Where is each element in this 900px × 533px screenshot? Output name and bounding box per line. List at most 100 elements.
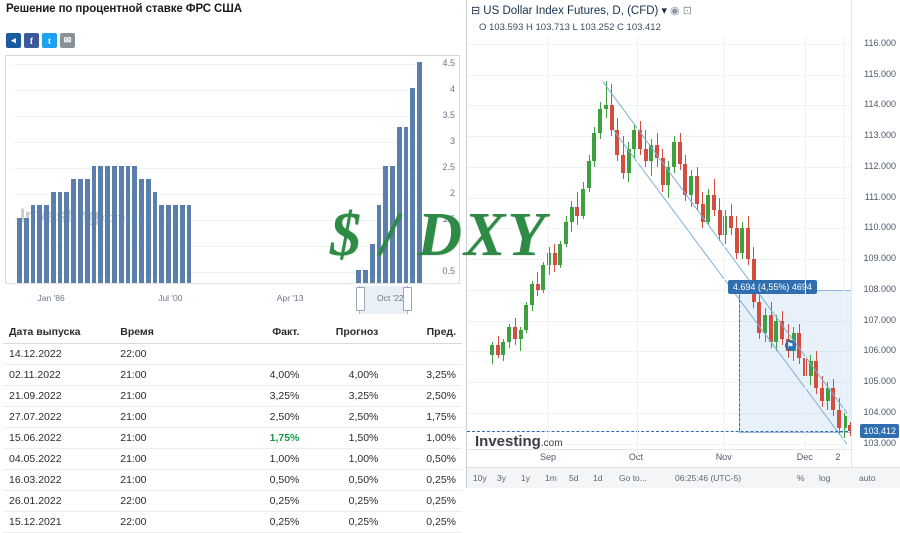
candle-body[interactable] bbox=[655, 145, 659, 158]
candle-body[interactable] bbox=[814, 360, 818, 389]
email-icon[interactable]: ✉ bbox=[60, 33, 75, 48]
bar[interactable] bbox=[50, 192, 56, 296]
auto-toggle[interactable]: auto bbox=[859, 473, 876, 483]
goto-button[interactable]: Go to... bbox=[619, 473, 647, 483]
candle-body[interactable] bbox=[848, 425, 852, 432]
bar[interactable] bbox=[152, 192, 158, 296]
candle-body[interactable] bbox=[598, 108, 602, 134]
bar[interactable] bbox=[118, 166, 124, 296]
candle-body[interactable] bbox=[826, 388, 830, 401]
candle-body[interactable] bbox=[701, 203, 705, 223]
bar[interactable] bbox=[390, 166, 395, 296]
candle-body[interactable] bbox=[553, 253, 557, 266]
bar[interactable] bbox=[71, 179, 77, 296]
log-toggle[interactable]: log bbox=[819, 473, 831, 483]
candle-body[interactable] bbox=[638, 130, 642, 149]
rate-bar-chart[interactable]: 00.511.522.533.544.5 Investing.com Jul '… bbox=[5, 55, 460, 315]
range-button-3y[interactable]: 3y bbox=[497, 473, 506, 483]
clock-readout[interactable]: 06:25:46 (UTC-5) bbox=[675, 473, 742, 483]
bar[interactable] bbox=[166, 205, 171, 296]
candle-body[interactable] bbox=[820, 388, 824, 401]
bar[interactable] bbox=[139, 179, 144, 296]
bar[interactable] bbox=[417, 62, 422, 296]
candle-body[interactable] bbox=[649, 145, 653, 161]
bar[interactable] bbox=[125, 166, 131, 296]
settings-icon[interactable]: ⊡ bbox=[682, 5, 692, 17]
candle-body[interactable] bbox=[831, 388, 835, 410]
candle-body[interactable] bbox=[746, 228, 750, 260]
table-row[interactable]: 27.07.2022 21:00 2,50% 2,50% 1,75% bbox=[3, 406, 462, 428]
price-axis[interactable]: 103.000 104.000 105.000 106.000 107.000 108.0… bbox=[851, 0, 900, 468]
candle-body[interactable] bbox=[587, 160, 591, 189]
bar[interactable] bbox=[383, 166, 389, 296]
candle-body[interactable] bbox=[718, 210, 722, 235]
share-icon[interactable]: ◂ bbox=[6, 33, 21, 48]
candle-body[interactable] bbox=[644, 148, 648, 161]
table-row[interactable]: 04.05.2022 21:00 1,00% 1,00% 0,50% bbox=[3, 448, 462, 470]
candle-body[interactable] bbox=[564, 222, 568, 244]
range-handle-right[interactable] bbox=[402, 287, 412, 311]
bar[interactable] bbox=[159, 205, 165, 296]
percent-toggle[interactable]: % bbox=[797, 473, 805, 483]
candle-body[interactable] bbox=[496, 345, 500, 355]
candle-body[interactable] bbox=[809, 360, 813, 377]
time-axis[interactable]: Sep Oct Nov Dec 2 bbox=[467, 449, 853, 466]
candle-body[interactable] bbox=[570, 206, 574, 223]
candle-body[interactable] bbox=[536, 283, 540, 290]
tradingview-chart-panel[interactable]: ⊟ US Dollar Index Futures, D, (CFD) ▾ ◉ … bbox=[466, 0, 900, 488]
candle-body[interactable] bbox=[672, 142, 676, 167]
bar[interactable] bbox=[173, 205, 178, 296]
chart-header[interactable]: ⊟ US Dollar Index Futures, D, (CFD) ▾ ◉ … bbox=[471, 4, 692, 17]
candlestick-plot-area[interactable]: 4.694 (4,55%) 4694 ⚑ bbox=[467, 36, 855, 456]
range-button-5d[interactable]: 5d bbox=[569, 473, 579, 483]
candle-body[interactable] bbox=[695, 176, 699, 204]
candle-body[interactable] bbox=[797, 333, 801, 358]
bar[interactable] bbox=[23, 218, 29, 296]
candle-body[interactable] bbox=[757, 302, 761, 333]
candle-body[interactable] bbox=[592, 133, 596, 161]
candle-body[interactable] bbox=[661, 157, 665, 186]
candle-body[interactable] bbox=[683, 163, 687, 195]
bar[interactable] bbox=[30, 205, 36, 296]
bar[interactable] bbox=[179, 205, 185, 296]
candle-body[interactable] bbox=[740, 228, 744, 254]
bar[interactable] bbox=[64, 192, 70, 296]
candle-body[interactable] bbox=[501, 342, 505, 355]
bar[interactable] bbox=[410, 88, 416, 296]
range-button-1d[interactable]: 1d bbox=[593, 473, 603, 483]
candle-body[interactable] bbox=[735, 228, 739, 254]
bar[interactable] bbox=[111, 166, 117, 296]
candle-body[interactable] bbox=[615, 130, 619, 155]
bar[interactable] bbox=[84, 179, 90, 296]
chevron-down-icon[interactable]: ▾ bbox=[661, 5, 667, 17]
candle-body[interactable] bbox=[627, 148, 631, 174]
candle-body[interactable] bbox=[519, 329, 523, 340]
bar[interactable] bbox=[403, 127, 409, 296]
symbol-label[interactable]: US Dollar Index Futures, D, (CFD) bbox=[483, 5, 659, 17]
bar[interactable] bbox=[376, 205, 382, 296]
bar[interactable] bbox=[57, 192, 63, 296]
candle-body[interactable] bbox=[575, 206, 579, 217]
candle-body[interactable] bbox=[689, 176, 693, 195]
bar[interactable] bbox=[145, 179, 151, 296]
bar[interactable] bbox=[37, 205, 43, 296]
candle-body[interactable] bbox=[490, 345, 494, 355]
bar[interactable] bbox=[132, 166, 138, 296]
candle-body[interactable] bbox=[837, 409, 841, 429]
table-row[interactable]: 16.03.2022 21:00 0,50% 0,50% 0,25% bbox=[3, 469, 462, 491]
range-button-1y[interactable]: 1y bbox=[521, 473, 530, 483]
bar[interactable] bbox=[44, 205, 49, 296]
table-row[interactable]: 02.11.2022 21:00 4,00% 4,00% 3,25% bbox=[3, 364, 462, 386]
chart-footer[interactable]: 10y 3y 1y 1m 5d 1d Go to... 06:25:46 (UTC-5)% lo… bbox=[467, 467, 900, 488]
bar[interactable] bbox=[17, 218, 22, 296]
candle-body[interactable] bbox=[507, 326, 511, 343]
table-row[interactable]: 15.06.2022 21:00 1,75% 1,50% 1,00% bbox=[3, 427, 462, 449]
candle-body[interactable] bbox=[723, 216, 727, 235]
candle-body[interactable] bbox=[513, 326, 517, 340]
bar[interactable] bbox=[78, 179, 83, 296]
table-row[interactable]: 15.12.2021 22:00 0,25% 0,25% 0,25% bbox=[3, 511, 462, 533]
candle-body[interactable] bbox=[610, 105, 614, 131]
bar[interactable] bbox=[105, 166, 110, 296]
table-row[interactable]: 26.01.2022 22:00 0,25% 0,25% 0,25% bbox=[3, 490, 462, 512]
range-button-10y[interactable]: 10y bbox=[473, 473, 487, 483]
